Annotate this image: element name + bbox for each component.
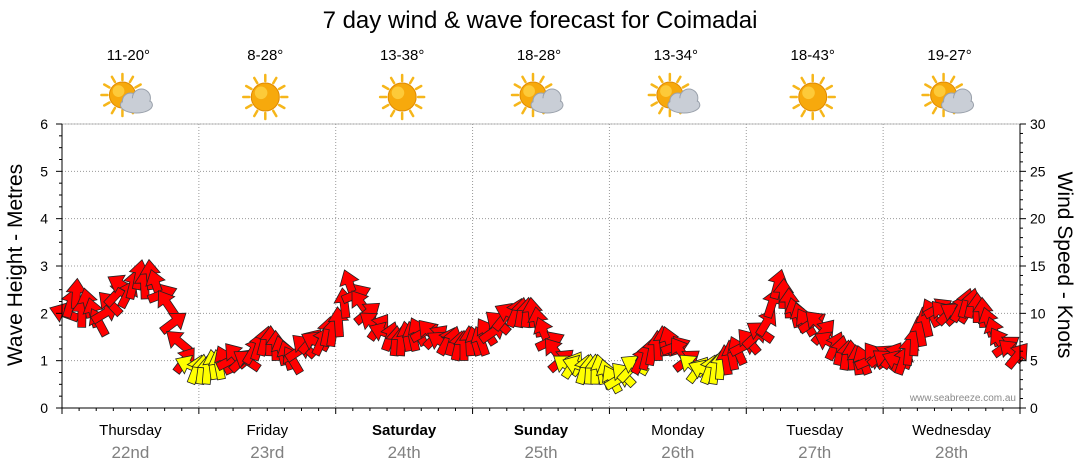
day-name-label: Friday bbox=[246, 422, 288, 439]
temperature-range: 13-34° bbox=[654, 47, 698, 64]
wind-arrow bbox=[159, 312, 187, 335]
y-right-tick-label: 10 bbox=[1030, 305, 1046, 321]
day-date-label: 22nd bbox=[112, 443, 150, 462]
y-left-tick-label: 0 bbox=[40, 400, 48, 416]
day-name-label: Sunday bbox=[514, 422, 569, 439]
partly-cloudy-icon bbox=[100, 72, 153, 118]
sunny-icon bbox=[378, 73, 426, 121]
partly-cloudy-icon bbox=[510, 72, 564, 118]
sunny-icon bbox=[789, 73, 836, 121]
y-right-tick-label: 20 bbox=[1030, 211, 1046, 227]
sunny-icon bbox=[242, 73, 289, 121]
wind-arrow bbox=[521, 296, 543, 329]
y-left-tick-label: 2 bbox=[40, 305, 48, 321]
y-right-tick-label: 30 bbox=[1030, 116, 1046, 132]
day-name-label: Tuesday bbox=[786, 422, 843, 439]
temperature-range: 18-43° bbox=[791, 47, 835, 64]
temperature-range: 13-38° bbox=[380, 47, 424, 64]
day-date-label: 28th bbox=[935, 443, 968, 462]
wind-arrow bbox=[1004, 342, 1028, 370]
temperature-range: 8-28° bbox=[247, 47, 283, 64]
partly-cloudy-icon bbox=[921, 72, 975, 118]
temperature-range: 19-27° bbox=[927, 47, 971, 64]
day-name-label: Thursday bbox=[99, 422, 162, 439]
y-left-tick-label: 3 bbox=[40, 258, 48, 274]
x-axis-day-labels: Thursday 22nd Friday 23rd Saturday 24th Sunday… bbox=[99, 422, 991, 462]
y-left-tick-label: 5 bbox=[40, 163, 48, 179]
chart-title: 7 day wind & wave forecast for Coimadai bbox=[323, 7, 758, 34]
daily-weather-header: 11-20° 8-28° 13-38° 18-28° 13-34° 18-43° 19-27… bbox=[100, 47, 975, 121]
y-left-tick-label: 1 bbox=[40, 353, 48, 369]
y-right-tick-label: 5 bbox=[1030, 353, 1038, 369]
day-date-label: 27th bbox=[798, 443, 831, 462]
day-name-label: Wednesday bbox=[912, 422, 991, 439]
day-date-label: 26th bbox=[661, 443, 694, 462]
y-right-tick-label: 0 bbox=[1030, 400, 1038, 416]
temperature-range: 18-28° bbox=[517, 47, 561, 64]
y-axis-right-title: Wind Speed - Knots bbox=[1053, 172, 1076, 359]
axes: 0 1 2 3 4 5 6 0 5 10 15 20 25 30 bbox=[40, 116, 1046, 416]
wind-arrows bbox=[49, 258, 1028, 395]
y-right-tick-label: 25 bbox=[1030, 163, 1046, 179]
partly-cloudy-icon bbox=[647, 72, 701, 118]
y-left-tick-label: 6 bbox=[40, 116, 48, 132]
temperature-range: 11-20° bbox=[107, 47, 150, 64]
day-date-label: 24th bbox=[388, 443, 421, 462]
y-axis-left-title: Wave Height - Metres bbox=[4, 164, 27, 366]
y-left-tick-label: 4 bbox=[40, 211, 48, 227]
day-date-label: 25th bbox=[524, 443, 557, 462]
day-name-label: Saturday bbox=[372, 422, 437, 439]
day-name-label: Monday bbox=[651, 422, 705, 439]
watermark: www.seabreeze.com.au bbox=[909, 393, 1016, 404]
day-date-label: 23rd bbox=[250, 443, 284, 462]
y-right-tick-label: 15 bbox=[1030, 258, 1046, 274]
